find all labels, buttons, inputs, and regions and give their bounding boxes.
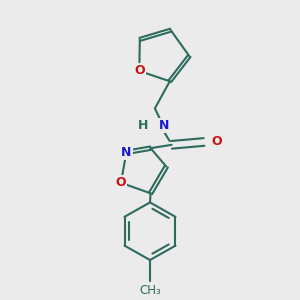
Text: N: N xyxy=(159,119,169,132)
Text: N: N xyxy=(121,146,132,159)
Text: O: O xyxy=(212,136,222,148)
Text: CH₃: CH₃ xyxy=(139,284,161,297)
Text: O: O xyxy=(116,176,126,189)
Text: O: O xyxy=(134,64,145,77)
Text: H: H xyxy=(138,119,148,132)
